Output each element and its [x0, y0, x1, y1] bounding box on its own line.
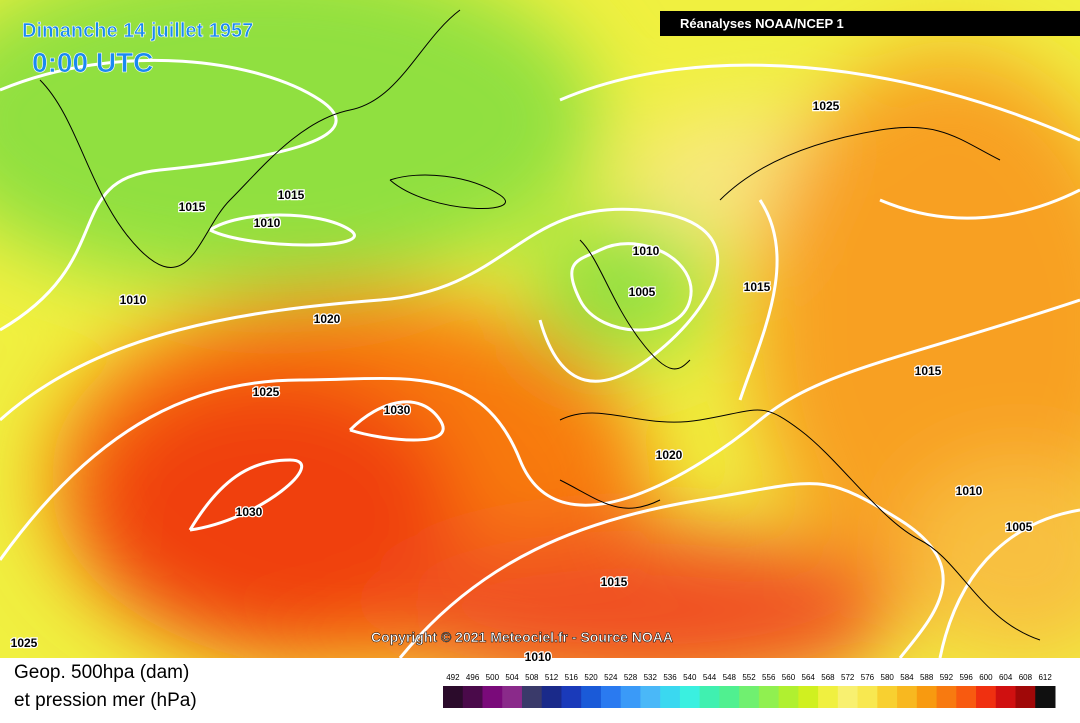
colorbar-swatch: [877, 686, 898, 708]
isobar-label: 1010: [956, 484, 983, 498]
colorbar-label: 568: [821, 673, 835, 682]
colorbar-label: 572: [841, 673, 855, 682]
colorbar-label: 612: [1038, 673, 1052, 682]
colorbar-swatch: [936, 686, 957, 708]
isobar-label: 1025: [813, 99, 840, 113]
colorbar-label: 492: [446, 673, 460, 682]
field: [0, 0, 1080, 658]
colorbar-swatch: [521, 686, 543, 708]
colorbar-swatch: [995, 686, 1017, 708]
isobar-label: 1015: [179, 200, 206, 214]
colorbar-swatch: [798, 686, 819, 708]
colorbar-label: 580: [881, 673, 895, 682]
colorbar-swatch: [581, 686, 602, 708]
colorbar-swatch: [1015, 686, 1036, 708]
isobar-label: 1010: [633, 244, 660, 258]
colorbar-label: 608: [1019, 673, 1033, 682]
colorbar-swatch: [462, 686, 483, 708]
isobar-label: 1030: [384, 403, 411, 417]
source: Réanalyses NOAA/NCEP 1: [680, 16, 844, 31]
isobar-label: 1020: [656, 448, 683, 462]
colorbar-label: 524: [604, 673, 618, 682]
colorbar-swatch: [778, 686, 799, 708]
colorbar-swatch: [897, 686, 918, 708]
colorbar-swatch: [758, 686, 780, 708]
colorbar-label: 508: [525, 673, 539, 682]
colorbar-swatch: [916, 686, 938, 708]
colorbar-label: 552: [742, 673, 756, 682]
colorbar-label: 548: [723, 673, 737, 682]
isobar-label: 1010: [120, 293, 147, 307]
isobar-label: 1010: [254, 216, 281, 230]
colorbar-label: 596: [959, 673, 973, 682]
isobar-label: 1015: [601, 575, 628, 589]
colorbar-label: 588: [920, 673, 934, 682]
isobar-lines: [0, 58, 1080, 658]
colorbar-label: 564: [802, 673, 816, 682]
colorbar-label: 536: [663, 673, 677, 682]
isobar-label: 1005: [629, 285, 656, 299]
colorbar-swatch: [660, 686, 681, 708]
colorbar-swatch: [818, 686, 839, 708]
title: Dimanche 14 juillet 1957: [22, 20, 253, 42]
colorbar-label: 532: [644, 673, 658, 682]
isobar-label: 1025: [11, 636, 38, 650]
colorbar-swatch: [837, 686, 859, 708]
colorbar-label: 556: [762, 673, 776, 682]
colorbar-label: 496: [466, 673, 480, 682]
colorbar-swatch: [976, 686, 997, 708]
isobar-label: 1005: [1006, 520, 1033, 534]
colorbar-label: 540: [683, 673, 697, 682]
colorbar-swatch: [620, 686, 641, 708]
colorbar-label: 544: [703, 673, 717, 682]
isobar-label: 1015: [915, 364, 942, 378]
isobar-label: 1030: [236, 505, 263, 519]
legend-line: et pression mer (hPa): [14, 690, 197, 711]
colorbar-swatch: [541, 686, 562, 708]
colorbar-swatch: [1035, 686, 1056, 708]
copyright: Copyright © 2021 Meteociel.fr - Source N…: [371, 629, 673, 645]
colorbar-label: 528: [624, 673, 638, 682]
colorbar-label: 600: [979, 673, 993, 682]
colorbar-swatch: [956, 686, 977, 708]
legend-line: Geop. 500hpa (dam): [14, 662, 189, 683]
colorbar-label: 592: [940, 673, 954, 682]
colorbar-label: 584: [900, 673, 914, 682]
colorbar-swatch: [482, 686, 503, 708]
isobar-label: 1015: [744, 280, 771, 294]
isobar-label: 1015: [278, 188, 305, 202]
colorbar-swatch: [857, 686, 878, 708]
colorbar-label: 500: [486, 673, 500, 682]
isobar-label: 1020: [314, 312, 341, 326]
colorbar-label: 504: [505, 673, 519, 682]
time: 0:00 UTC: [32, 47, 153, 78]
colorbar-label: 560: [782, 673, 796, 682]
source-bar: [660, 11, 1080, 36]
colorbar-swatch: [600, 686, 622, 708]
colorbar-label: 512: [545, 673, 559, 682]
colorbar-swatch: [561, 686, 582, 708]
colorbar-swatch: [679, 686, 701, 708]
colorbar-label: 520: [584, 673, 598, 682]
isobar-label: 1010: [525, 650, 552, 664]
colorbar-swatch: [699, 686, 720, 708]
colorbar-swatch: [502, 686, 523, 708]
isobar-label: 1025: [253, 385, 280, 399]
coastlines: [39, 9, 1041, 641]
colorbar-label: 516: [565, 673, 579, 682]
colorbar-label: 604: [999, 673, 1013, 682]
colorbar-label: 576: [861, 673, 875, 682]
colorbar-swatch: [719, 686, 740, 708]
colorbar-swatch: [443, 686, 464, 708]
colorbar-swatch: [739, 686, 760, 708]
colorbar-swatch: [640, 686, 661, 708]
